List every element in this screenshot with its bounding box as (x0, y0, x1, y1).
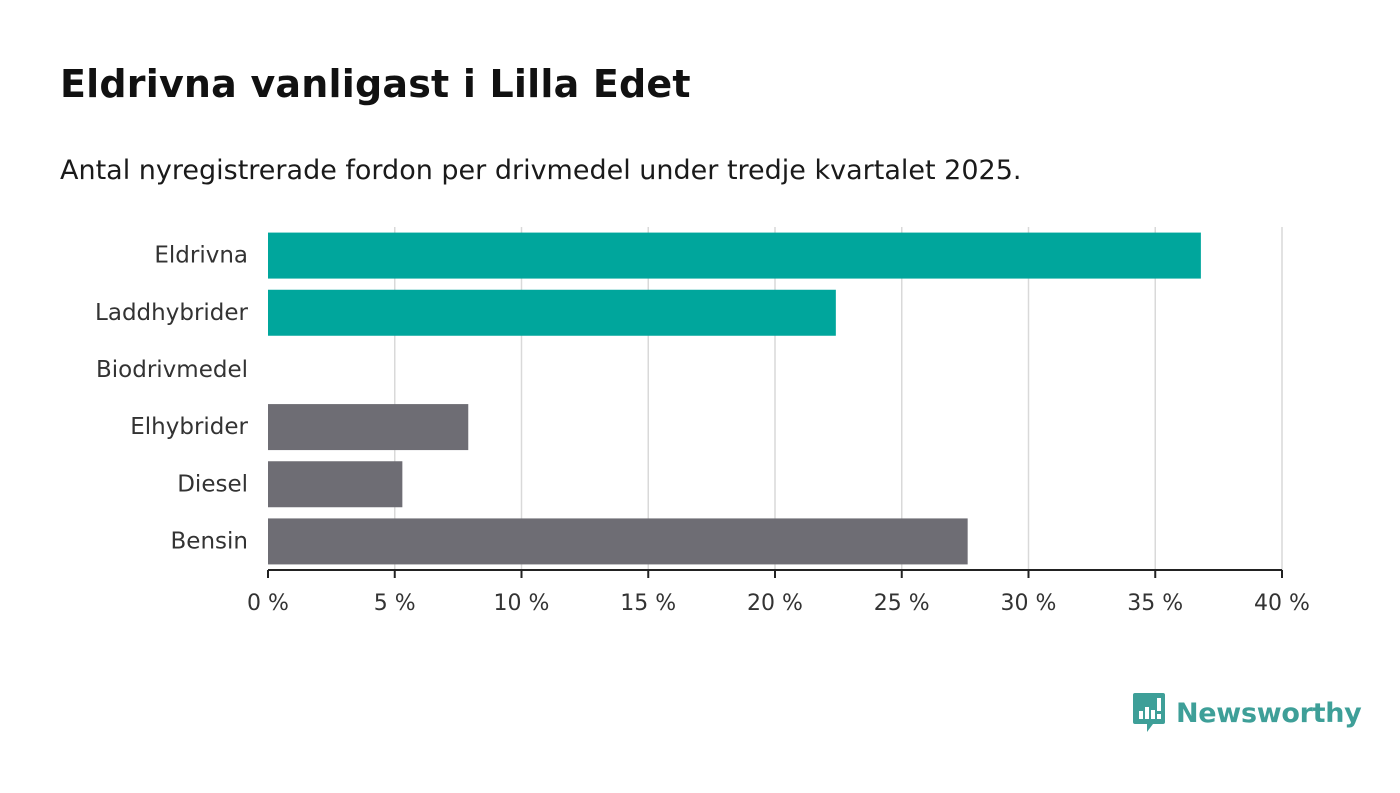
x-tick-label: 30 % (1001, 591, 1057, 616)
bar-bensin (268, 518, 968, 565)
category-label: Eldrivna (154, 243, 248, 269)
bar-elhybrider (268, 404, 469, 451)
brand-name: Newsworthy (1176, 697, 1362, 729)
x-tick-label: 25 % (874, 591, 930, 616)
category-label: Diesel (177, 471, 248, 497)
newsworthy-logo-icon (1133, 693, 1165, 732)
x-tick-label: 20 % (747, 591, 803, 616)
bar-diesel (268, 461, 403, 508)
category-label: Biodrivmedel (96, 357, 248, 383)
bar-laddhybrider (268, 289, 836, 336)
category-label: Bensin (171, 528, 248, 554)
category-label: Elhybrider (130, 414, 248, 440)
brand-logo: Newsworthy (1132, 692, 1362, 734)
x-tick-label: 15 % (620, 591, 676, 616)
chart-subtitle: Antal nyregistrerade fordon per drivmede… (60, 155, 1022, 186)
chart-title: Eldrivna vanligast i Lilla Edet (60, 62, 691, 106)
x-tick-label: 0 % (247, 591, 289, 616)
x-tick-label: 35 % (1127, 591, 1183, 616)
category-label: Laddhybrider (95, 300, 248, 326)
x-tick-label: 40 % (1254, 591, 1310, 616)
x-tick-label: 5 % (374, 591, 416, 616)
bar-eldrivna (268, 232, 1201, 279)
x-tick-label: 10 % (494, 591, 550, 616)
